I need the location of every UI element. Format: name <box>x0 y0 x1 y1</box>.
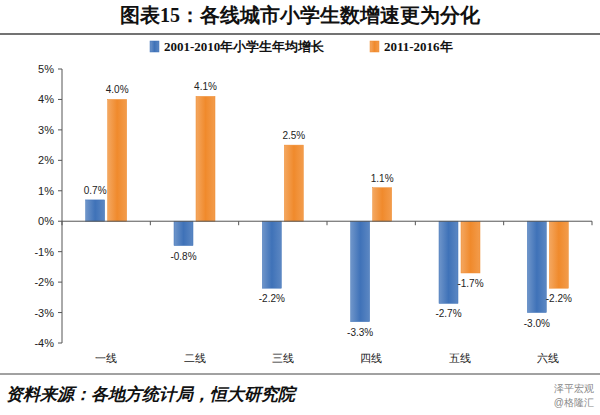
y-tick-label: 5% <box>38 63 54 75</box>
data-label: -2.7% <box>435 308 461 319</box>
legend-swatch <box>150 41 159 52</box>
data-label: 0.7% <box>84 185 107 196</box>
legend-label: 2001-2010年小学生年均增长 <box>164 39 325 54</box>
data-label: -0.8% <box>170 251 196 262</box>
y-tick <box>58 282 62 283</box>
x-tick-label: 四线 <box>360 352 382 364</box>
y-tick <box>58 190 62 191</box>
data-label: 2.5% <box>282 130 305 141</box>
y-tick <box>58 312 62 313</box>
x-tick <box>62 221 63 225</box>
bar <box>351 221 370 321</box>
x-tick-label: 六线 <box>537 352 559 364</box>
bar <box>439 221 458 303</box>
bar <box>174 221 193 245</box>
y-tick-label: 2% <box>38 154 54 166</box>
x-tick <box>592 221 593 225</box>
x-tick-label: 一线 <box>95 352 117 364</box>
y-tick <box>58 251 62 252</box>
data-label: 4.1% <box>194 81 217 92</box>
x-tick-label: 二线 <box>184 352 206 364</box>
x-tick <box>150 221 151 225</box>
legend-label: 2011-2016年 <box>384 39 453 54</box>
y-tick-label: -1% <box>34 246 54 258</box>
data-label: -2.2% <box>546 293 572 304</box>
bar <box>262 221 281 288</box>
y-tick-label: -2% <box>34 276 54 288</box>
watermark: @格隆汇 <box>554 397 594 408</box>
y-tick <box>58 99 62 100</box>
x-tick <box>238 221 239 225</box>
y-tick-label: -3% <box>34 307 54 319</box>
y-tick-label: 4% <box>38 93 54 105</box>
legend-swatch <box>370 41 379 52</box>
data-label: -1.7% <box>457 278 483 289</box>
bar <box>527 221 546 312</box>
x-tick <box>327 221 328 225</box>
title: 图表15：各线城市小学生数增速更为分化 <box>120 4 481 26</box>
bar <box>284 145 303 221</box>
x-tick <box>503 221 504 225</box>
bars <box>86 96 569 321</box>
chart: 图表15：各线城市小学生数增速更为分化 -4% -3% -2% -1% 0% 1% 2% 3% 4… <box>0 0 600 415</box>
data-label: -3.0% <box>524 318 550 329</box>
source: 资料来源：各地方统计局，恒大研究院 <box>6 385 298 404</box>
y-tick-label: -4% <box>34 337 54 349</box>
source-rule <box>0 374 600 375</box>
bar <box>373 188 392 221</box>
bar <box>461 221 480 273</box>
watermark: 泽平宏观 <box>554 383 594 394</box>
y-tick-label: 1% <box>38 185 54 197</box>
y-tick <box>58 129 62 130</box>
data-label: -3.3% <box>347 327 373 338</box>
y-tick <box>58 221 62 222</box>
data-labels: 0.7% -0.8% -2.2% -3.3% -2.7% -3.0% 4.0% 4.1% 2.5… <box>84 81 572 337</box>
data-label: 4.0% <box>106 84 129 95</box>
y-tick <box>58 160 62 161</box>
bar <box>86 200 105 221</box>
title-rule <box>0 33 600 35</box>
bar <box>196 96 215 221</box>
data-label: 1.1% <box>371 173 394 184</box>
x-tick-label: 五线 <box>449 352 471 364</box>
x-tick-label: 三线 <box>272 352 294 364</box>
data-label: -2.2% <box>259 293 285 304</box>
bar <box>549 221 568 288</box>
y-axis <box>62 69 63 343</box>
y-tick <box>58 69 62 70</box>
y-tick-label: 0% <box>38 215 54 227</box>
y-tick-label: 3% <box>38 124 54 136</box>
y-tick <box>58 343 62 344</box>
x-tick <box>415 221 416 225</box>
bar <box>108 99 127 221</box>
